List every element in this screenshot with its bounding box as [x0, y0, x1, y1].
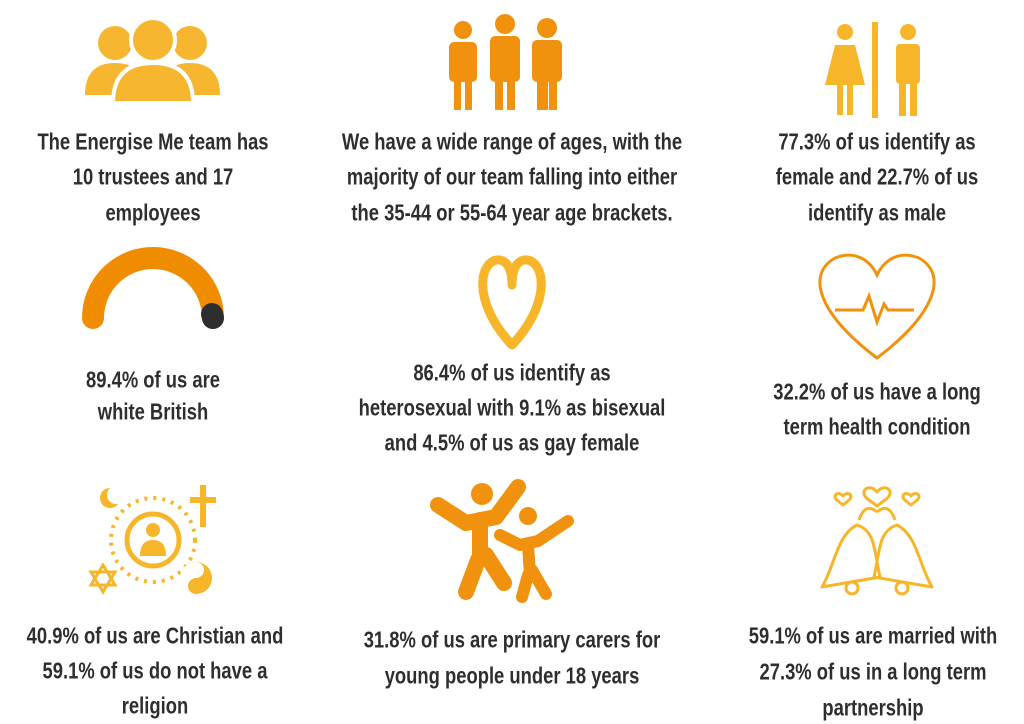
caption-line: identify as male	[807, 199, 947, 226]
caption-line: majority of our team falling into either	[346, 163, 678, 190]
ethnicity-gauge-icon	[82, 247, 224, 329]
caption-line: 27.3% of us in a long term	[759, 658, 987, 685]
caption-line: female and 22.7% of us	[775, 163, 979, 190]
caption-line: We have a wide range of ages, with the	[341, 128, 683, 155]
heart-outline-icon	[478, 255, 546, 350]
caption-line: The Energise Me team has	[37, 128, 269, 155]
health-heart-icon	[818, 253, 936, 360]
caption-line: 89.4% of us are	[86, 366, 220, 393]
caption-line: white British	[97, 398, 209, 425]
caption-line: heterosexual with 9.1% as bisexual	[358, 394, 666, 421]
caption-line: 31.8% of us are primary carers for	[363, 626, 661, 653]
caption-line: religion	[121, 692, 189, 719]
religion-icon	[88, 485, 216, 595]
caption-line: 86.4% of us identify as	[413, 359, 611, 386]
caption-line: 59.1% of us are married with	[748, 622, 998, 649]
caption-line: 77.3% of us identify as	[778, 128, 976, 155]
caption-line: 59.1% of us do not have a	[42, 657, 268, 684]
caption-line: term health condition	[783, 413, 971, 440]
wedding-bells-icon	[820, 486, 934, 596]
caption-line: 32.2% of us have a long	[773, 378, 981, 405]
caption-line: employees	[105, 199, 201, 226]
caption-line: young people under 18 years	[384, 662, 640, 689]
caption-line: and 4.5% of us as gay female	[384, 429, 640, 456]
gender-icon	[825, 22, 920, 118]
caption-line: 10 trustees and 17	[72, 163, 234, 190]
carers-icon	[430, 479, 574, 603]
caption-line: 40.9% of us are Christian and	[26, 622, 284, 649]
caption-line: the 35-44 or 55-64 year age brackets.	[351, 199, 673, 226]
caption-line: partnership	[822, 694, 924, 721]
ages-icon	[449, 14, 562, 110]
team-icon	[85, 16, 220, 105]
